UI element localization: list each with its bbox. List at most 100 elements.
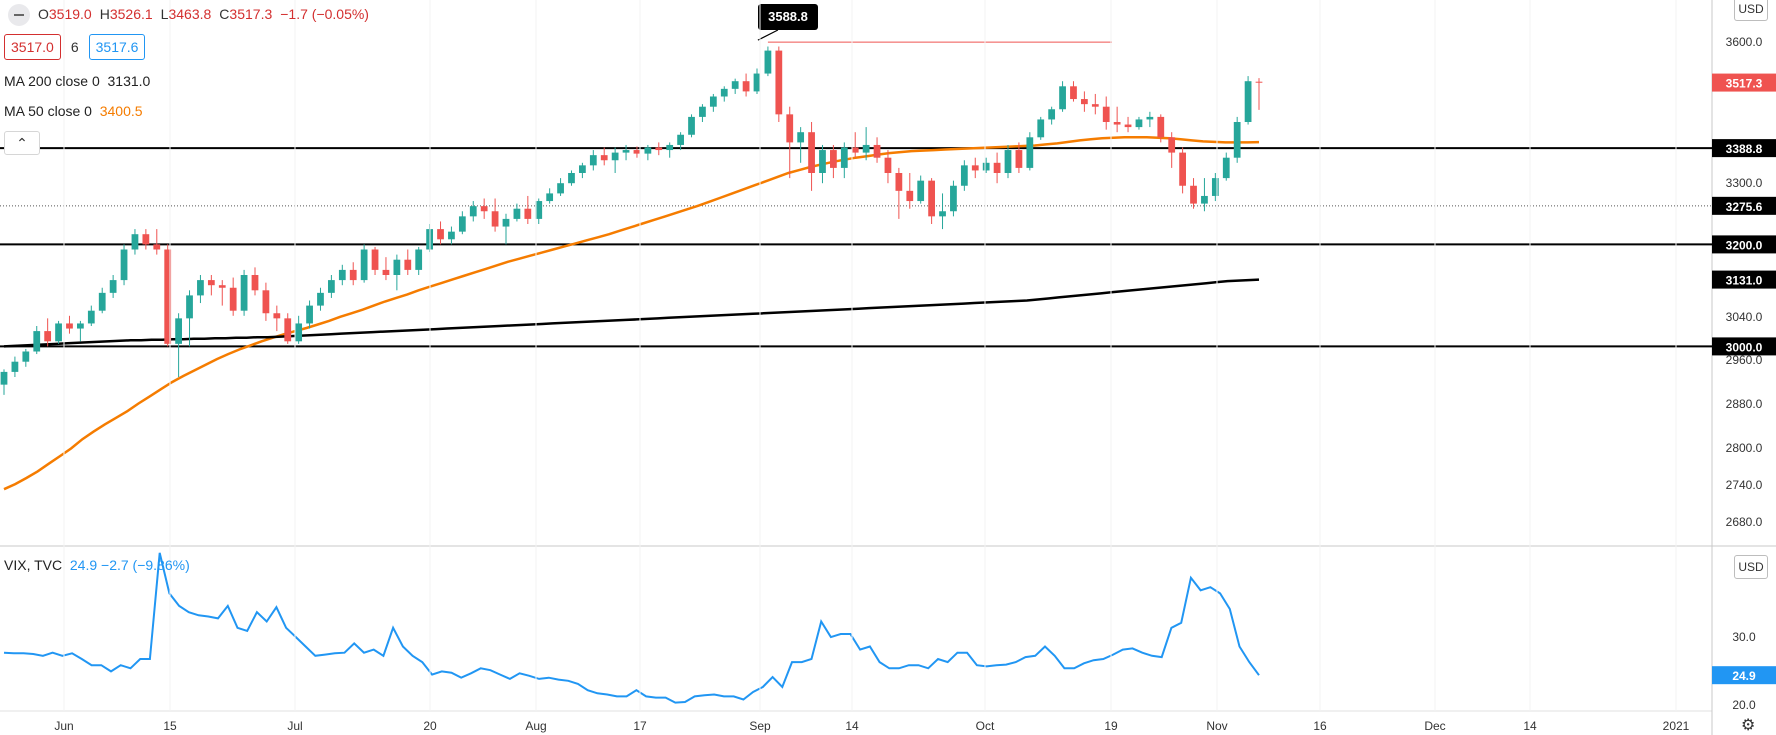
candle-body: [1201, 195, 1208, 204]
candle-body: [1015, 150, 1023, 168]
candle-109: [1190, 178, 1197, 209]
candle-body: [971, 165, 979, 171]
candle-body: [546, 193, 554, 202]
ohlc-value-c: 3517.3: [229, 5, 273, 22]
candle-body: [306, 305, 313, 324]
candle-58: [633, 146, 641, 158]
candle-body: [284, 318, 292, 342]
ohlc-key-c: C: [219, 5, 230, 22]
candle-20: [218, 280, 226, 306]
candle-12: [131, 229, 139, 255]
candle-body: [644, 147, 652, 154]
candle-62: [677, 132, 684, 151]
candle-104: [1135, 116, 1143, 130]
collapse-legend-button[interactable]: ⌃: [4, 131, 40, 155]
candle-59: [644, 144, 652, 161]
candle-body: [524, 208, 532, 219]
candle-body: [917, 180, 925, 202]
candle-4: [44, 318, 52, 347]
peak-tag: [758, 4, 818, 30]
candle-29: [317, 287, 324, 311]
candle-96: [1048, 106, 1056, 125]
candle-body: [1157, 116, 1165, 138]
candle-body: [622, 150, 630, 153]
candle-body: [720, 88, 728, 97]
candle-38: [415, 246, 423, 275]
candle-body: [491, 211, 499, 227]
peak-label: 3588.8: [768, 9, 808, 24]
candle-body: [197, 280, 204, 296]
candle-body: [1179, 152, 1186, 186]
ma50-legend[interactable]: MA 50 close 0 3400.5: [4, 103, 143, 119]
candle-108: [1179, 147, 1186, 194]
vix-value: 24.9 −2.7 (−9.86%): [69, 557, 190, 573]
candle-body: [1059, 86, 1066, 110]
vix-current-label: 24.9: [1732, 669, 1756, 683]
candle-body: [1190, 185, 1197, 204]
candle-body: [1135, 119, 1143, 128]
candle-3: [33, 326, 41, 355]
candle-81: [884, 150, 892, 184]
candle-31: [338, 264, 346, 286]
candle-11: [120, 244, 128, 286]
candle-85: [928, 178, 935, 224]
ohlc-key-l: L: [160, 5, 169, 22]
candle-42: [458, 211, 466, 235]
candle-90: [982, 157, 990, 173]
candle-body: [404, 259, 412, 270]
candle-body: [66, 323, 73, 329]
candle-body: [142, 234, 150, 245]
ask-price-button[interactable]: 3517.6: [88, 34, 146, 60]
candle-34: [371, 246, 379, 275]
vix-legend[interactable]: VIX, TVC 24.9 −2.7 (−9.86%): [4, 557, 190, 573]
vix-tick: 30.0: [1732, 630, 1756, 644]
candle-body: [317, 292, 324, 306]
symbol-toggle-icon[interactable]: [8, 4, 30, 26]
candle-body: [295, 323, 303, 342]
candle-48: [524, 195, 532, 224]
candle-114: [1244, 76, 1252, 125]
candle-43: [469, 201, 477, 222]
ma200-value: 3131.0: [107, 73, 151, 89]
ma200-legend[interactable]: MA 200 close 0 3131.0: [4, 73, 150, 89]
candle-body: [1048, 109, 1056, 120]
peak-pointer: [757, 29, 779, 41]
candle-body: [393, 259, 401, 275]
candle-83: [906, 173, 914, 209]
candle-97: [1059, 81, 1066, 112]
candle-107: [1168, 132, 1176, 168]
level-tag-label: 3388.8: [1726, 142, 1763, 156]
candle-22: [240, 269, 248, 316]
candle-24: [262, 282, 270, 321]
level-tag-label: 3131.0: [1726, 274, 1763, 288]
candle-13: [142, 229, 150, 250]
candle-27: [295, 315, 303, 344]
candle-2: [22, 348, 30, 367]
candle-body: [611, 152, 619, 161]
candle-66: [720, 86, 728, 102]
gear-icon[interactable]: ⚙: [1741, 717, 1756, 734]
ma200-label: MA 200 close 0: [4, 73, 100, 89]
currency-button-main[interactable]: USD: [1734, 0, 1768, 21]
candle-body: [709, 96, 717, 107]
candle-body: [186, 295, 193, 319]
candle-body: [502, 218, 510, 227]
candle-52: [568, 170, 575, 186]
candle-body: [1070, 86, 1077, 100]
candle-86: [939, 193, 946, 230]
current-price-tag: [1712, 73, 1776, 92]
level-tag-4: [1712, 337, 1776, 356]
candle-82: [895, 167, 903, 219]
price-change: −1.7 (−0.05%): [280, 5, 369, 22]
candle-body: [153, 244, 161, 250]
time-tick: 2021: [1663, 719, 1690, 733]
bid-price-button[interactable]: 3517.0: [4, 34, 61, 60]
currency-button-vix[interactable]: USD: [1734, 555, 1768, 579]
candle-93: [1015, 142, 1023, 173]
price-tick: 2800.0: [1726, 441, 1763, 455]
ohlc-value-h: 3526.1: [109, 5, 153, 22]
candle-body: [939, 211, 946, 217]
chevron-up-icon: ⌃: [16, 135, 28, 151]
candle-body: [993, 162, 1001, 173]
